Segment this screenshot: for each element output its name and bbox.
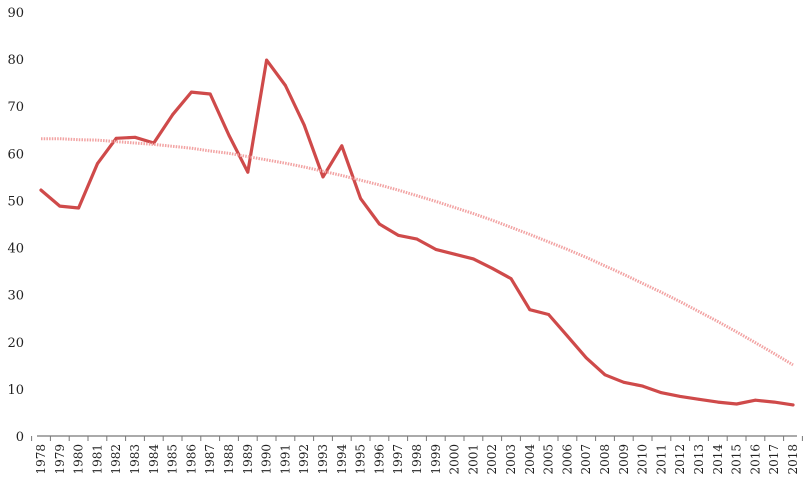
data-point-1981 xyxy=(96,162,99,166)
data-point-2014 xyxy=(716,400,720,404)
y-tick-label-40: 40 xyxy=(7,242,24,257)
data-point-2000 xyxy=(453,252,456,256)
x-tick-label-1980: 1980 xyxy=(72,444,86,475)
x-tick-label-1985: 1985 xyxy=(166,444,180,475)
y-tick-label-90: 90 xyxy=(7,6,24,21)
x-tick-label-1997: 1997 xyxy=(391,444,405,475)
x-tick-label-2016: 2016 xyxy=(748,444,762,475)
x-tick-label-1992: 1992 xyxy=(297,444,311,475)
x-tick-label-2003: 2003 xyxy=(504,444,518,475)
data-point-1993 xyxy=(321,175,325,179)
x-tick-label-1989: 1989 xyxy=(241,444,255,475)
data-series-line xyxy=(39,58,795,407)
data-point-2018 xyxy=(791,403,795,407)
x-tick-label-1981: 1981 xyxy=(90,444,104,475)
x-tick-label-2004: 2004 xyxy=(523,444,537,475)
y-tick-label-20: 20 xyxy=(7,336,24,351)
x-tick-label-2011: 2011 xyxy=(654,444,668,475)
data-point-1991 xyxy=(284,84,287,87)
x-tick-label-2018: 2018 xyxy=(786,444,800,475)
y-tick-label-10: 10 xyxy=(7,383,24,398)
x-tick-label-1990: 1990 xyxy=(260,444,274,475)
data-point-1989 xyxy=(246,170,250,174)
data-point-1994 xyxy=(340,144,344,148)
x-tick-label-2007: 2007 xyxy=(579,444,593,475)
data-point-2017 xyxy=(772,400,776,404)
x-tick-label-1984: 1984 xyxy=(147,444,161,475)
x-tick-label-1986: 1986 xyxy=(184,444,198,475)
data-point-1983 xyxy=(133,135,137,139)
x-tick-label-1998: 1998 xyxy=(410,444,424,475)
x-tick-label-2002: 2002 xyxy=(485,444,499,475)
y-tick-label-60: 60 xyxy=(7,147,24,162)
data-point-2010 xyxy=(641,384,644,388)
data-point-2001 xyxy=(472,257,475,261)
data-point-1979 xyxy=(58,204,62,208)
data-point-2009 xyxy=(622,380,626,384)
data-point-2015 xyxy=(735,402,738,406)
x-tick-label-2010: 2010 xyxy=(636,444,650,475)
x-axis-ticks: 1978 1979 1980 1981 1982 1983 1984 1985 1986 1987… xyxy=(31,436,803,475)
data-point-2011 xyxy=(660,391,663,395)
data-point-1996 xyxy=(378,222,381,226)
data-point-1987 xyxy=(208,92,212,96)
data-point-1990 xyxy=(265,58,268,62)
x-tick-label-1982: 1982 xyxy=(109,444,123,475)
data-point-2013 xyxy=(697,397,701,401)
trend-line xyxy=(41,137,794,367)
data-point-1978 xyxy=(39,188,43,192)
data-point-2012 xyxy=(678,395,682,398)
data-points xyxy=(39,58,795,407)
x-tick-label-2015: 2015 xyxy=(730,444,744,475)
x-tick-label-2014: 2014 xyxy=(711,444,725,475)
x-tick-label-1988: 1988 xyxy=(222,444,236,475)
data-point-1988 xyxy=(227,134,231,137)
data-point-1985 xyxy=(171,113,175,117)
x-tick-label-1993: 1993 xyxy=(316,444,330,475)
data-point-2005 xyxy=(547,313,550,316)
y-tick-label-50: 50 xyxy=(7,194,24,209)
data-point-1995 xyxy=(359,197,362,200)
y-tick-label-30: 30 xyxy=(7,289,24,304)
x-tick-label-2006: 2006 xyxy=(560,444,574,475)
data-point-2002 xyxy=(490,266,494,270)
data-point-2003 xyxy=(509,277,513,281)
data-point-1999 xyxy=(434,248,438,251)
x-tick-label-2001: 2001 xyxy=(466,444,480,475)
data-point-2016 xyxy=(754,398,757,402)
x-tick-label-2013: 2013 xyxy=(692,444,706,475)
x-tick-label-1983: 1983 xyxy=(128,444,142,475)
data-point-1998 xyxy=(415,237,419,241)
data-point-1986 xyxy=(190,90,193,94)
data-point-2008 xyxy=(603,373,607,377)
series-layer xyxy=(39,58,795,407)
data-point-1982 xyxy=(114,136,118,140)
x-tick-label-2005: 2005 xyxy=(542,444,556,475)
data-point-1997 xyxy=(396,233,400,237)
x-tick-label-1978: 1978 xyxy=(34,444,48,475)
y-tick-label-70: 70 xyxy=(7,100,24,115)
x-tick-label-1999: 1999 xyxy=(429,444,443,475)
y-axis-tick-labels: 0 10 20 30 40 50 60 70 80 90 xyxy=(7,6,24,445)
y-tick-label-80: 80 xyxy=(7,53,24,68)
x-tick-label-1991: 1991 xyxy=(278,444,292,475)
data-point-2004 xyxy=(528,308,532,312)
x-tick-label-2008: 2008 xyxy=(598,444,612,475)
data-point-1980 xyxy=(77,206,80,210)
x-tick-label-2009: 2009 xyxy=(617,444,631,475)
x-tick-label-1979: 1979 xyxy=(53,444,67,475)
data-point-1992 xyxy=(302,123,306,127)
x-tick-label-1996: 1996 xyxy=(372,444,386,475)
data-point-2006 xyxy=(566,334,569,338)
y-tick-label-0: 0 xyxy=(16,430,24,445)
x-tick-label-2000: 2000 xyxy=(448,444,462,475)
x-tick-label-1987: 1987 xyxy=(203,444,217,475)
x-tick-label-2017: 2017 xyxy=(767,444,781,475)
x-tick-label-2012: 2012 xyxy=(673,444,687,475)
data-point-2007 xyxy=(584,356,588,360)
x-tick-label-1995: 1995 xyxy=(354,444,368,475)
x-tick-label-1994: 1994 xyxy=(335,444,349,475)
